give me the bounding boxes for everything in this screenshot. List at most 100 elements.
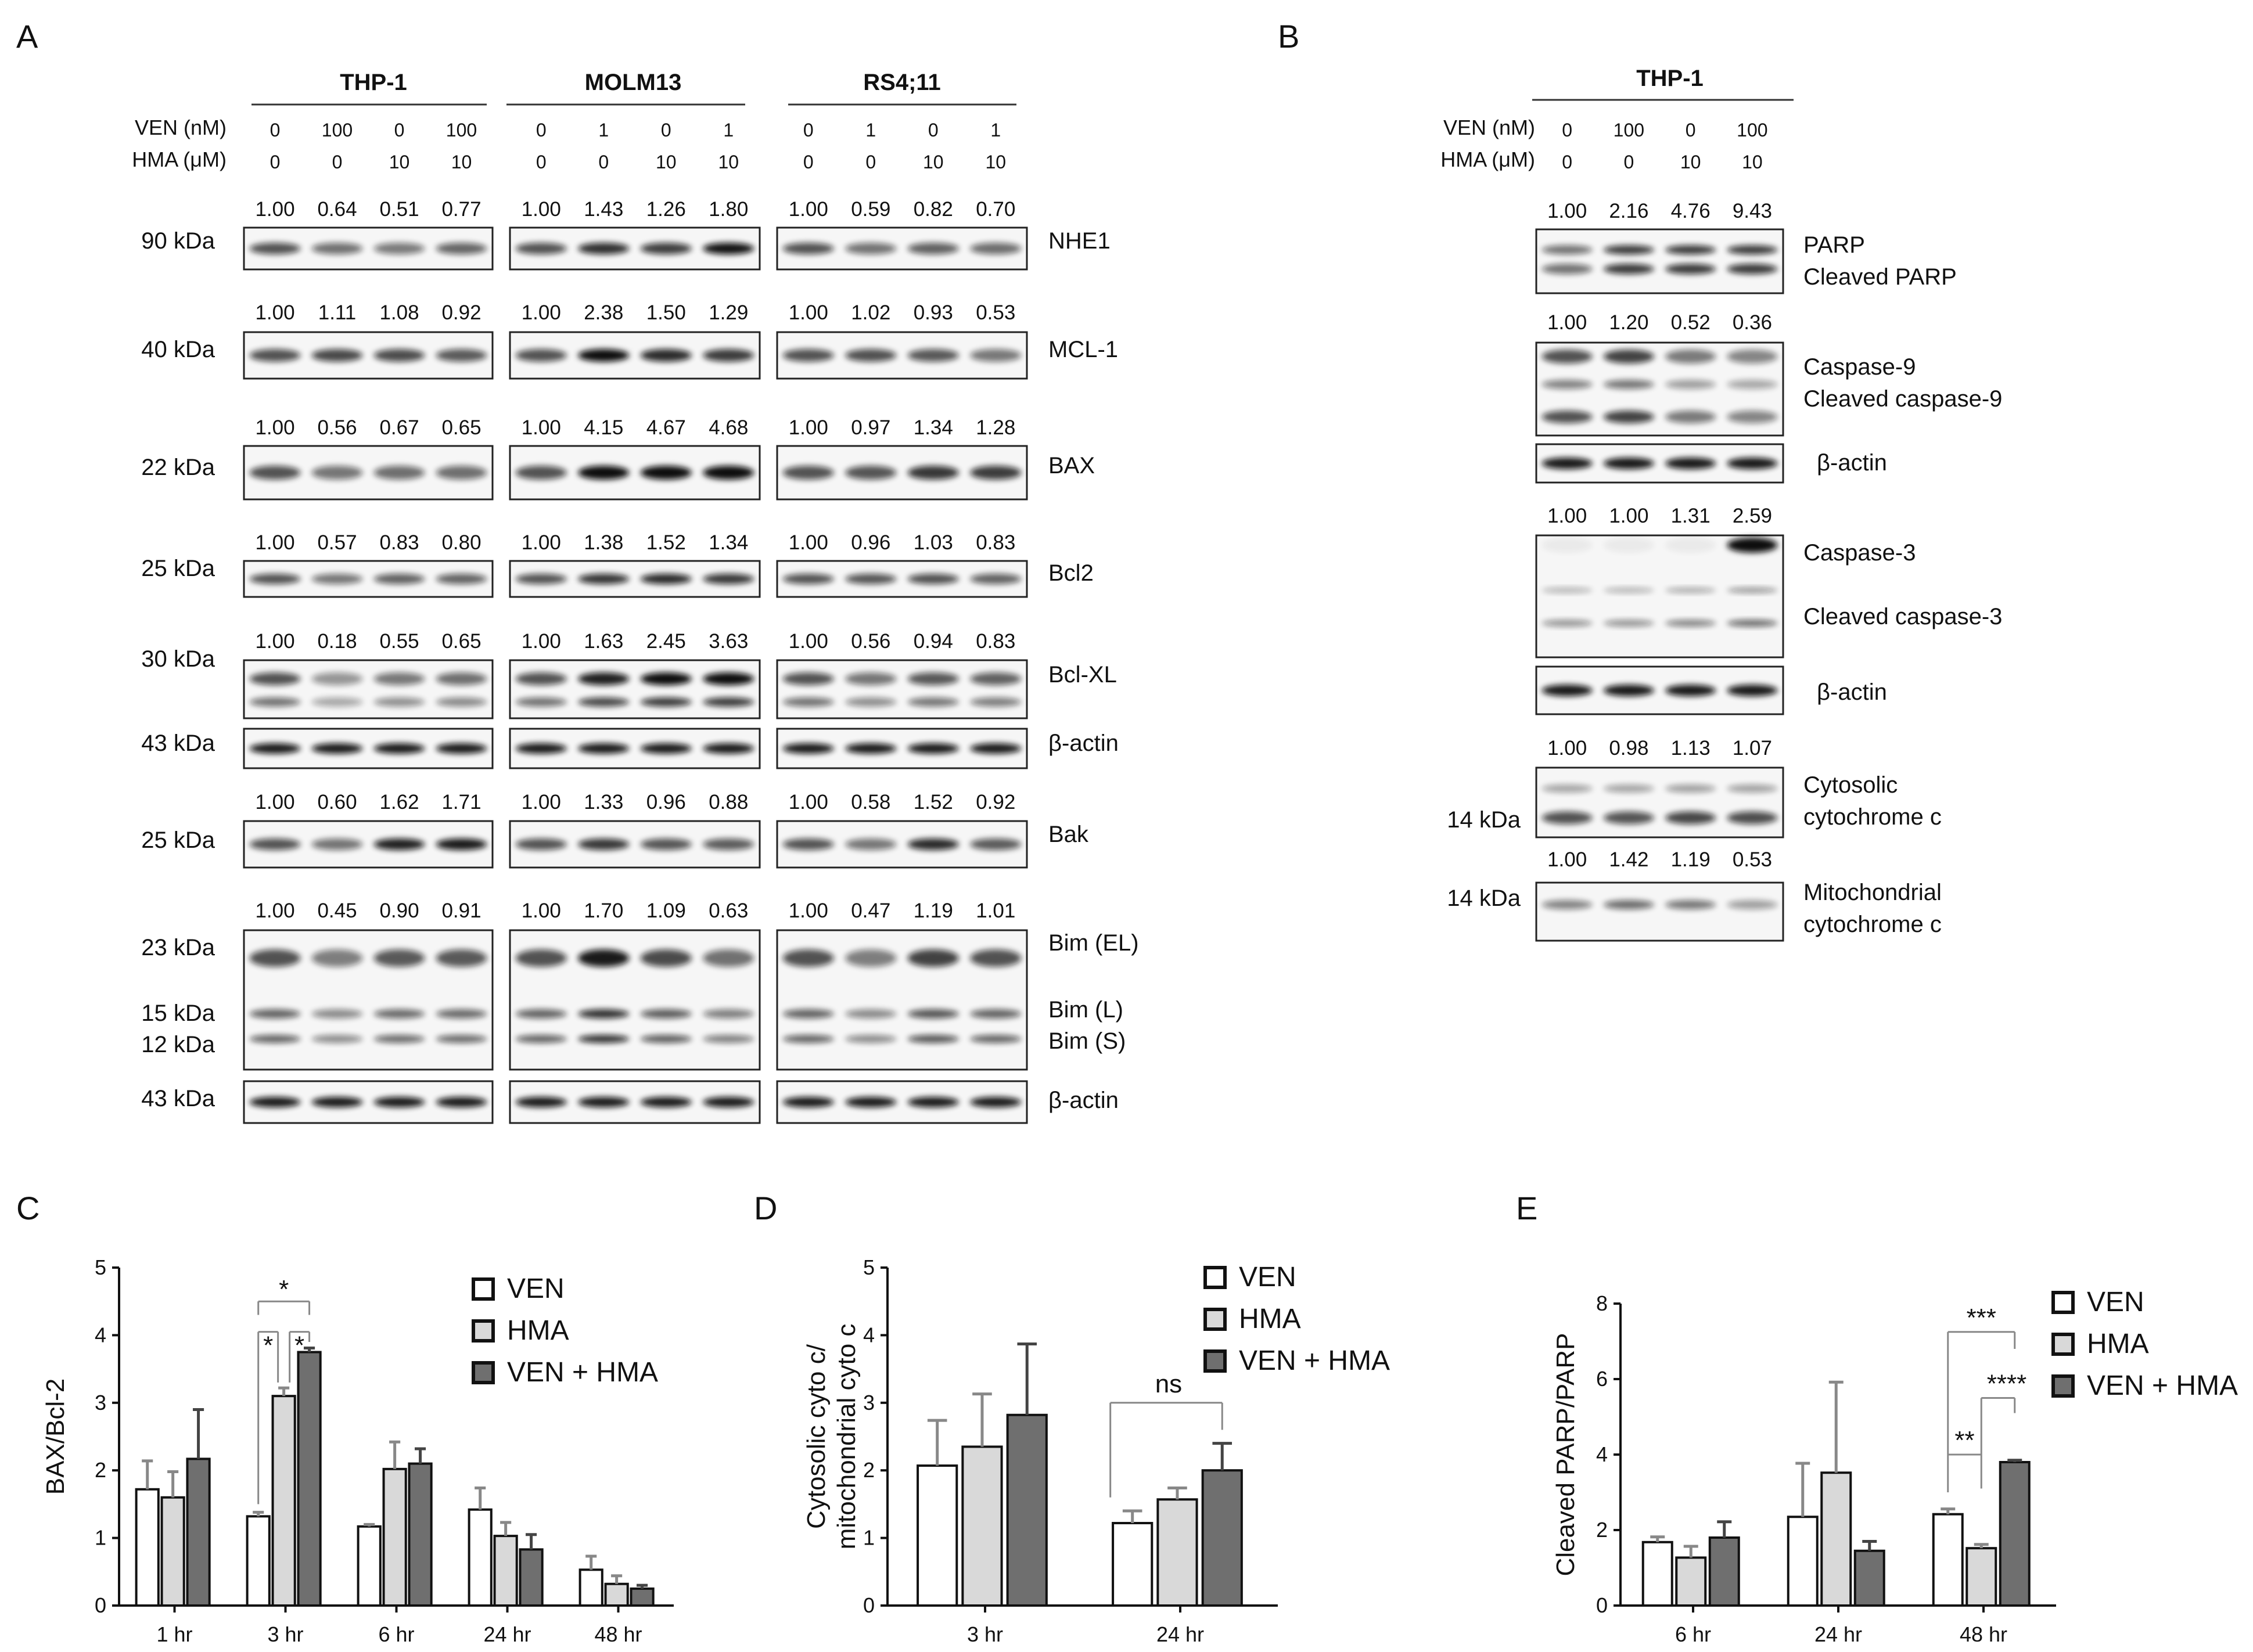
x-tick-label: 3 hr <box>967 1622 1003 1646</box>
hma-value: 10 <box>1742 152 1763 172</box>
blot-band <box>703 349 754 362</box>
legend-swatch <box>472 1277 495 1301</box>
blot-band <box>515 697 567 707</box>
bar <box>1675 1556 1707 1607</box>
quant-value: 0.82 <box>914 198 953 221</box>
quant-value: 1.00 <box>255 899 294 922</box>
panel-a-blots: 1.00 0.64 0.51 0.77 1.00 1.43 1.26 1.80 1.00 0.59… <box>141 198 1139 1124</box>
x-tick-label: 48 hr <box>1960 1622 2007 1646</box>
blot-band <box>515 574 567 584</box>
hma-value: 10 <box>656 152 677 172</box>
ven-value: 0 <box>803 120 814 141</box>
blot-band <box>1727 784 1778 793</box>
blot-band <box>249 672 301 685</box>
quant-value: 1.52 <box>646 531 686 554</box>
blot-row-b: 1.00 0.98 1.13 1.07 14 kDa Cytosolic cytochrom… <box>1447 737 1942 838</box>
x-tick-label: 6 hr <box>1675 1622 1711 1646</box>
blot-band <box>640 1009 692 1018</box>
blot-row: 1.00 0.18 0.55 0.65 1.00 1.63 2.45 3.63 1.00 0.56… <box>141 630 1117 719</box>
blot-band <box>311 243 363 254</box>
sig-label: * <box>263 1331 273 1360</box>
quant-value: 1.00 <box>789 198 828 221</box>
blot-band <box>1541 350 1593 363</box>
x-tick-label: 24 hr <box>1814 1622 1862 1646</box>
bar <box>468 1508 493 1607</box>
ven-value: 1 <box>990 120 1001 141</box>
quant-value: 2.38 <box>584 301 623 324</box>
y-tick-label: 3 <box>95 1391 106 1415</box>
blot-band <box>845 697 897 707</box>
y-axis-label: Cleaved PARP/PARP <box>1551 1333 1580 1577</box>
x-tick-label: 48 hr <box>594 1622 642 1646</box>
quant-value: 1.00 <box>1547 848 1587 871</box>
panel-b-blots: 1.00 2.16 4.76 9.43 PARP Cleaved PARP 1.00 1.20… <box>1447 200 2002 942</box>
sig-label: ns <box>1155 1370 1182 1398</box>
quant-value: 1.00 <box>1547 737 1587 760</box>
bar <box>357 1525 382 1607</box>
y-axis-label: BAX/Bcl-2 <box>41 1379 70 1495</box>
y-tick-label: 0 <box>95 1593 106 1617</box>
ven-value: 100 <box>1737 120 1767 141</box>
blot-band <box>782 349 834 362</box>
bar <box>160 1496 185 1607</box>
quant-value: 4.68 <box>709 416 748 439</box>
kda-label: 43 kDa <box>141 1086 215 1111</box>
panel-letter-e: E <box>1516 1190 1537 1226</box>
quant-value: 4.76 <box>1671 200 1711 222</box>
blot-band <box>845 466 897 480</box>
quant-value: 1.00 <box>789 531 828 554</box>
blot-band <box>1603 900 1654 909</box>
blot-band <box>1541 587 1593 593</box>
kda-label: 25 kDa <box>141 556 215 581</box>
blot-band <box>1727 587 1778 593</box>
blot-band <box>311 466 363 480</box>
blot-band <box>515 1097 567 1107</box>
legend-swatch <box>1203 1349 1227 1373</box>
ven-value: 100 <box>1614 120 1644 141</box>
quant-value: 1.70 <box>584 899 623 922</box>
bar <box>917 1464 958 1607</box>
bar <box>1853 1549 1885 1607</box>
protein-label: Bak <box>1048 822 1089 847</box>
protein-label: β-actin <box>1817 450 1887 476</box>
protein-label: β-actin <box>1048 730 1119 756</box>
bar <box>1965 1547 1997 1607</box>
legend-label: VEN <box>507 1273 565 1304</box>
blot-band <box>373 838 425 850</box>
blot-band <box>515 1035 567 1043</box>
quant-value: 0.94 <box>914 630 953 653</box>
hma-value: 0 <box>598 152 609 172</box>
blot-band <box>640 243 692 254</box>
quant-value: 9.43 <box>1733 200 1772 222</box>
panel-letter-a: A <box>16 18 38 55</box>
blot-band <box>578 349 630 362</box>
quant-value: 1.01 <box>976 899 1015 922</box>
blot-band <box>436 1035 487 1043</box>
bar <box>1820 1471 1852 1607</box>
bar <box>1932 1513 1964 1607</box>
quant-value: 0.97 <box>851 416 890 439</box>
panel-letter-d: D <box>754 1190 777 1226</box>
blot-band <box>907 466 959 480</box>
kda-label: 14 kDa <box>1447 807 1521 833</box>
blot-band <box>249 243 301 254</box>
quant-value: 0.83 <box>379 531 419 554</box>
blot-band <box>1603 350 1654 363</box>
blot-row-b: 1.00 2.16 4.76 9.43 PARP Cleaved PARP <box>1535 200 1957 294</box>
quant-value: 1.50 <box>646 301 686 324</box>
blot-band <box>1541 245 1593 255</box>
quant-value: 0.51 <box>379 198 419 221</box>
blot-band <box>907 349 959 362</box>
blot-band <box>249 1035 301 1043</box>
quant-value: 1.62 <box>379 791 419 814</box>
bar <box>493 1535 518 1607</box>
blot-band <box>782 743 834 754</box>
blot-band <box>907 1009 959 1018</box>
blot-band <box>1541 411 1593 423</box>
bar <box>1999 1461 2031 1607</box>
ven-value: 100 <box>446 120 477 141</box>
blot-frame <box>1535 534 1784 658</box>
blot-band <box>782 949 834 967</box>
blot-band <box>578 243 630 254</box>
